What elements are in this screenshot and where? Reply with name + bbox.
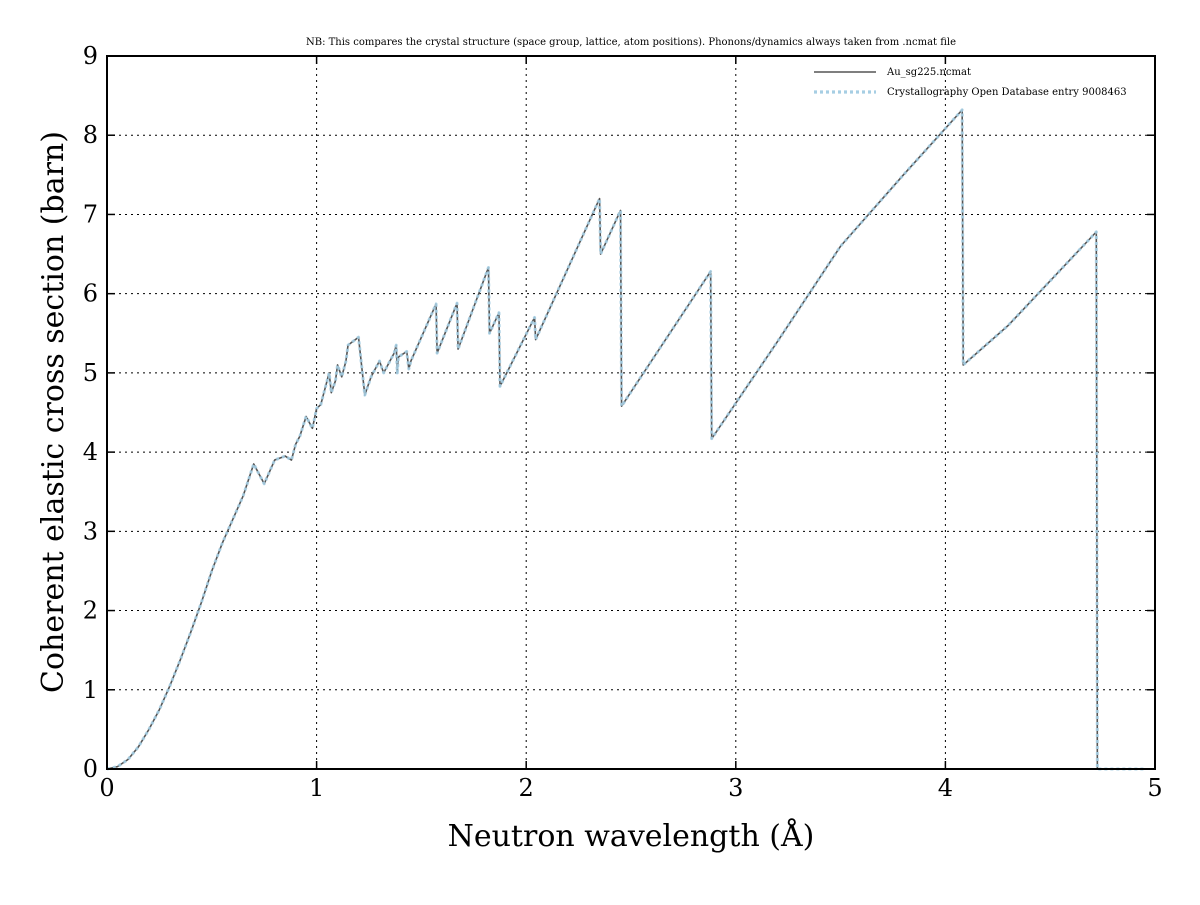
- x-tick-label: 5: [1147, 774, 1162, 802]
- x-axis-title: Neutron wavelength (Å): [448, 818, 815, 854]
- tick-layer: 0 1 2 3 4 5 0 1 2 3 4 5 6 7 8 9: [83, 42, 1163, 802]
- plot-frame: [106, 55, 1156, 770]
- legend-label-au-ncmat: Au_sg225.ncmat: [886, 67, 971, 78]
- chart-title: NB: This compares the crystal structure …: [306, 37, 956, 48]
- y-tick-label: 8: [83, 121, 98, 149]
- x-tick-label: 3: [728, 774, 743, 802]
- y-tick-label: 0: [83, 755, 98, 783]
- y-tick-label: 1: [83, 676, 98, 704]
- legend-label-cod-entry: Crystallography Open Database entry 9008…: [887, 87, 1127, 98]
- chart-legend: Au_sg225.ncmat Crystallography Open Data…: [814, 67, 1127, 98]
- y-tick-label: 7: [83, 200, 98, 228]
- x-tick-label: 4: [938, 774, 953, 802]
- y-tick-label: 2: [83, 597, 98, 625]
- series-line-cod-entry: [106, 108, 1145, 771]
- x-tick-label: 2: [519, 774, 534, 802]
- y-tick-label: 4: [83, 438, 98, 466]
- x-tick-label: 1: [309, 774, 324, 802]
- y-tick-label: 5: [83, 359, 98, 387]
- y-axis-title: Coherent elastic cross section (barn): [36, 131, 71, 693]
- y-tick-label: 3: [83, 517, 98, 545]
- grid-layer: [107, 56, 1155, 769]
- series-layer: [106, 108, 1145, 771]
- series-line-au-ncmat: [106, 109, 1145, 770]
- x-tick-label: 0: [99, 774, 114, 802]
- y-tick-label: 6: [83, 280, 98, 308]
- y-tick-label: 9: [83, 42, 98, 70]
